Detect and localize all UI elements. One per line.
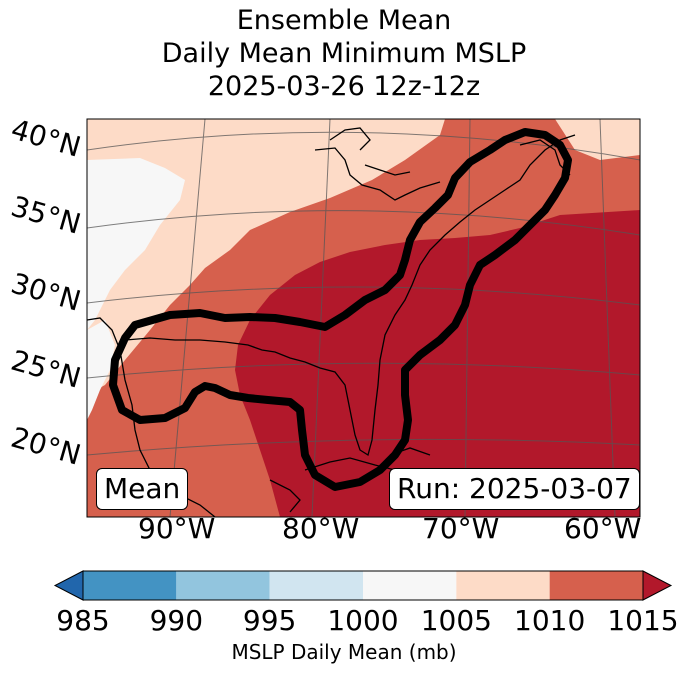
lon-label-80w: 80°W (282, 512, 360, 545)
lon-label-60w: 60°W (564, 512, 642, 545)
colorbar-extend-high (642, 570, 673, 601)
run-date-box: Run: 2025-03-07 (389, 468, 640, 510)
colorbar-tick-label: 985 (56, 604, 110, 637)
title-line-2: Daily Mean Minimum MSLP (161, 38, 527, 69)
colorbar-frame (82, 570, 644, 601)
colorbar-segment (456, 571, 550, 600)
colorbar-tick-label: 1015 (607, 604, 679, 637)
colorbar-segment (363, 571, 457, 600)
colorbar-segment (83, 571, 177, 600)
colorbar-tick-label: 990 (149, 604, 204, 637)
colorbar-segment (269, 571, 363, 600)
colorbar-label: MSLP Daily Mean (mb) (231, 640, 457, 664)
title-line-1: Ensemble Mean (236, 5, 452, 36)
colorbar-tick-label: 1010 (514, 604, 586, 637)
mean-contour (109, 128, 572, 491)
lon-label-70w: 70°W (422, 512, 500, 545)
colorbar-extend-low (53, 570, 84, 601)
colorbar-segment (549, 571, 643, 600)
mslp-fill-1000 (87, 158, 185, 330)
colorbar-tick-label: 1000 (327, 604, 399, 637)
colorbar-tick-label: 995 (242, 604, 297, 637)
colorbar-segment (176, 571, 270, 600)
colorbar-tick-label: 1005 (420, 604, 492, 637)
map-frame (86, 118, 641, 518)
lon-label-90w: 90°W (138, 512, 216, 545)
mean-label-box: Mean (96, 468, 189, 510)
graticule (87, 119, 640, 517)
title-line-3: 2025-03-26 12z-12z (207, 71, 481, 102)
mslp-fill-1000-lower (87, 320, 115, 420)
